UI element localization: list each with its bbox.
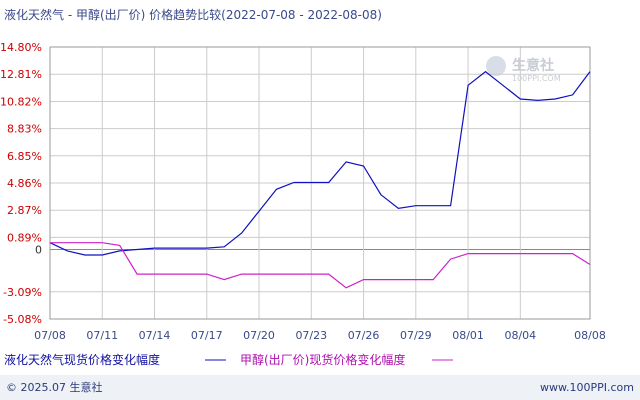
- y-tick-label: 8.83%: [7, 123, 42, 136]
- x-tick-label: 07/29: [400, 329, 432, 342]
- footer-bar: [0, 375, 640, 400]
- x-tick-label: 07/20: [243, 329, 275, 342]
- x-tick-label: 07/11: [86, 329, 118, 342]
- y-axis-ticks: 14.80% 12.81% 10.82% 8.83% 6.85% 4.86% 2.87% 0.…: [0, 41, 42, 326]
- series-line-methanol: [50, 242, 591, 289]
- watermark-url: 100PPI.COM: [512, 74, 561, 83]
- series-lines: [49, 70, 591, 289]
- y-tick-label: -5.08%: [3, 313, 42, 326]
- x-tick-label: 07/26: [348, 329, 380, 342]
- y-tick-label: 4.86%: [7, 177, 42, 190]
- footer-copyright: © 2025.07 生意社: [6, 380, 102, 394]
- y-tick-label: 0.89%: [7, 231, 42, 244]
- legend-label-lng: 液化天然气现货价格变化幅度: [4, 352, 160, 367]
- y-tick-label: 0: [35, 243, 42, 256]
- legend-label-methanol: 甲醇(出厂价)现货价格变化幅度: [240, 352, 405, 367]
- chart-title: 液化天然气 - 甲醇(出厂价) 价格趋势比较(2022-07-08 - 2022…: [4, 7, 382, 22]
- watermark-brand: 生意社: [512, 57, 554, 74]
- y-tick-label: 12.81%: [0, 68, 42, 81]
- legend: 液化天然气现货价格变化幅度 甲醇(出厂价)现货价格变化幅度: [4, 352, 453, 367]
- x-tick-label: 07/08: [34, 329, 66, 342]
- x-tick-label: 07/17: [191, 329, 223, 342]
- y-tick-label: -3.09%: [3, 286, 42, 299]
- watermark-logo: 生意社 100PPI.COM: [486, 56, 561, 83]
- logo-icon: [486, 56, 506, 76]
- plot-frame: [49, 46, 591, 320]
- x-tick-label: 08/04: [504, 329, 536, 342]
- y-tick-label: 6.85%: [7, 150, 42, 163]
- x-axis-ticks: 07/08 07/11 07/14 07/17 07/20 07/23 07/26 07/29…: [34, 329, 606, 342]
- y-tick-label: 10.82%: [0, 95, 42, 108]
- y-tick-label: 2.87%: [7, 204, 42, 217]
- x-tick-label: 07/23: [295, 329, 327, 342]
- x-tick-label: 08/01: [452, 329, 484, 342]
- y-tick-label: 14.80%: [0, 41, 42, 54]
- x-tick-label: 07/14: [139, 329, 171, 342]
- x-tick-label: 08/08: [574, 329, 606, 342]
- footer-link[interactable]: www.100PPI.com: [540, 381, 634, 394]
- series-line-lng: [49, 70, 591, 256]
